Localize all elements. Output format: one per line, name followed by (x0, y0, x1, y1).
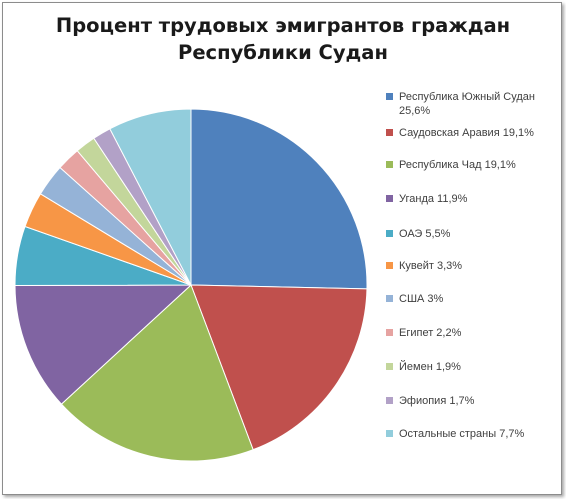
pie-slice-2 (190, 284, 368, 451)
legend-label: Республика Чад 19,1% (399, 159, 516, 171)
legend-swatch (386, 329, 393, 336)
legend-item-3: Республика Чад 19,1% (386, 158, 562, 172)
pie-slice-1 (190, 108, 368, 290)
legend-item-1: Республика Южный Судан 25,6% (386, 90, 562, 118)
legend-swatch (386, 93, 393, 100)
legend-item-5: ОАЭ 5,5% (386, 227, 562, 241)
legend-label: Саудовская Аравия 19,1% (399, 127, 534, 139)
legend-label: Египет 2,2% (399, 327, 462, 339)
legend-label: Йемен 1,9% (399, 361, 461, 373)
legend-item-6: Кувейт 3,3% (386, 259, 562, 273)
legend-swatch (386, 230, 393, 237)
legend-item-10: Эфиопия 1,7% (386, 394, 562, 408)
legend-swatch (386, 129, 393, 136)
legend-item-11: Остальные страны 7,7% (386, 427, 562, 441)
legend-swatch (386, 161, 393, 168)
legend-item-8: Египет 2,2% (386, 326, 562, 340)
legend-swatch (386, 195, 393, 202)
legend-label: США 3% (399, 293, 444, 305)
legend-label: ОАЭ 5,5% (399, 228, 451, 240)
chart-title: Процент трудовых эмигрантов граждан Респ… (0, 12, 566, 66)
legend-swatch (386, 295, 393, 302)
legend-swatch (386, 397, 393, 404)
legend-item-4: Уганда 11,9% (386, 192, 562, 206)
legend-swatch (386, 262, 393, 269)
legend-label: Уганда 11,9% (399, 193, 468, 205)
legend-label: Остальные страны 7,7% (399, 428, 525, 440)
legend-label: Республика Южный Судан 25,6% (399, 91, 535, 117)
legend-label: Эфиопия 1,7% (399, 395, 475, 407)
legend-item-2: Саудовская Аравия 19,1% (386, 126, 562, 140)
chart-title-line-2: Республики Судан (178, 41, 388, 64)
pie-slice-4 (14, 284, 193, 405)
pie-slice-3 (60, 284, 254, 462)
chart-title-line-1: Процент трудовых эмигрантов граждан (55, 14, 511, 37)
pie-slice-11 (109, 108, 192, 286)
legend-item-7: США 3% (386, 292, 562, 306)
legend-item-9: Йемен 1,9% (386, 360, 562, 374)
legend-swatch (386, 430, 393, 437)
legend-swatch (386, 363, 393, 370)
legend-label: Кувейт 3,3% (399, 260, 463, 272)
